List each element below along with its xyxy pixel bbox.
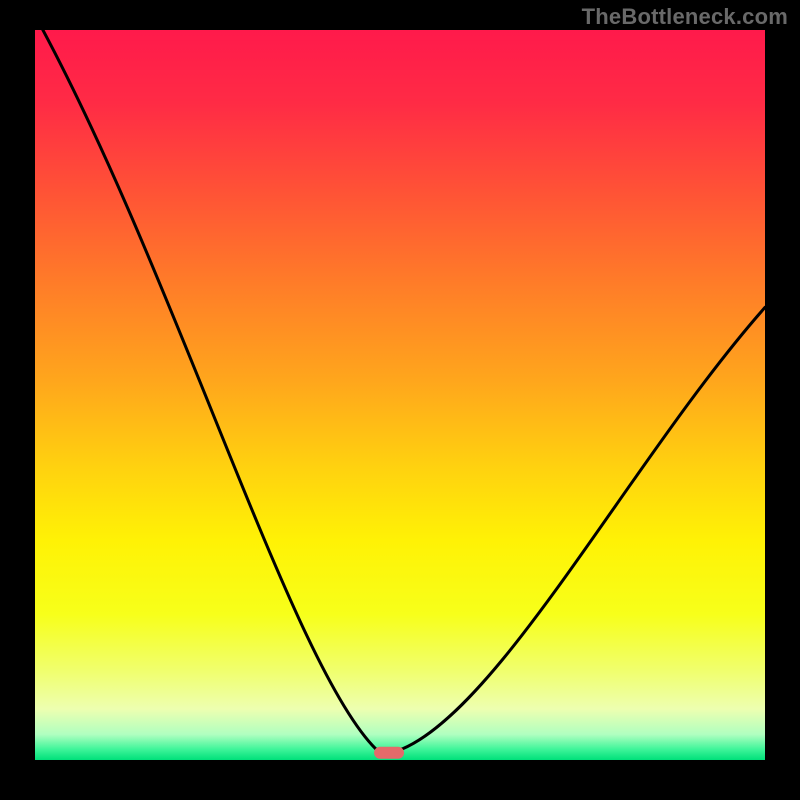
gradient-background xyxy=(35,30,765,760)
watermark-text: TheBottleneck.com xyxy=(582,4,788,30)
bottleneck-curve-chart xyxy=(0,0,800,800)
optimum-marker xyxy=(374,747,404,759)
